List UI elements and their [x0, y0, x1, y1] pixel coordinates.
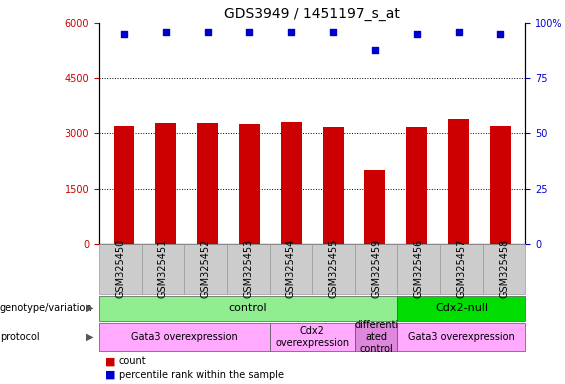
Point [496, 31, 505, 37]
Text: GSM325457: GSM325457 [457, 239, 467, 298]
Bar [448, 119, 469, 244]
Text: GSM325454: GSM325454 [286, 239, 296, 298]
Title: GDS3949 / 1451197_s_at: GDS3949 / 1451197_s_at [224, 7, 400, 21]
Point [454, 29, 463, 35]
Bar [364, 170, 385, 244]
Text: Cdx2
overexpression: Cdx2 overexpression [275, 326, 349, 348]
Text: ▶: ▶ [86, 303, 93, 313]
Text: GSM325450: GSM325450 [115, 239, 125, 298]
Point [119, 31, 128, 37]
Point [412, 31, 421, 37]
Text: ▶: ▶ [86, 332, 93, 342]
Text: ■: ■ [105, 370, 115, 380]
Text: ■: ■ [105, 356, 115, 366]
Bar [239, 124, 260, 244]
Text: GSM325453: GSM325453 [243, 239, 253, 298]
Point [286, 29, 295, 35]
Bar [406, 127, 427, 244]
Text: Gata3 overexpression: Gata3 overexpression [131, 332, 237, 342]
Bar [281, 122, 302, 244]
Text: GSM325452: GSM325452 [201, 239, 211, 298]
Text: control: control [229, 303, 267, 313]
Point [203, 29, 212, 35]
Text: Cdx2-null: Cdx2-null [435, 303, 488, 313]
Point [371, 46, 380, 53]
Text: GSM325459: GSM325459 [371, 239, 381, 298]
Text: Gata3 overexpression: Gata3 overexpression [408, 332, 515, 342]
Text: genotype/variation: genotype/variation [0, 303, 93, 313]
Bar [155, 123, 176, 244]
Text: percentile rank within the sample: percentile rank within the sample [119, 370, 284, 380]
Text: GSM325458: GSM325458 [499, 239, 509, 298]
Text: GSM325456: GSM325456 [414, 239, 424, 298]
Point [245, 29, 254, 35]
Bar [114, 126, 134, 244]
Bar [197, 123, 218, 244]
Text: GSM325455: GSM325455 [328, 239, 338, 298]
Text: count: count [119, 356, 146, 366]
Text: differenti
ated
control: differenti ated control [354, 320, 398, 354]
Point [329, 29, 338, 35]
Text: protocol: protocol [0, 332, 40, 342]
Text: GSM325451: GSM325451 [158, 239, 168, 298]
Bar [490, 126, 511, 244]
Bar [323, 127, 344, 244]
Point [161, 29, 170, 35]
